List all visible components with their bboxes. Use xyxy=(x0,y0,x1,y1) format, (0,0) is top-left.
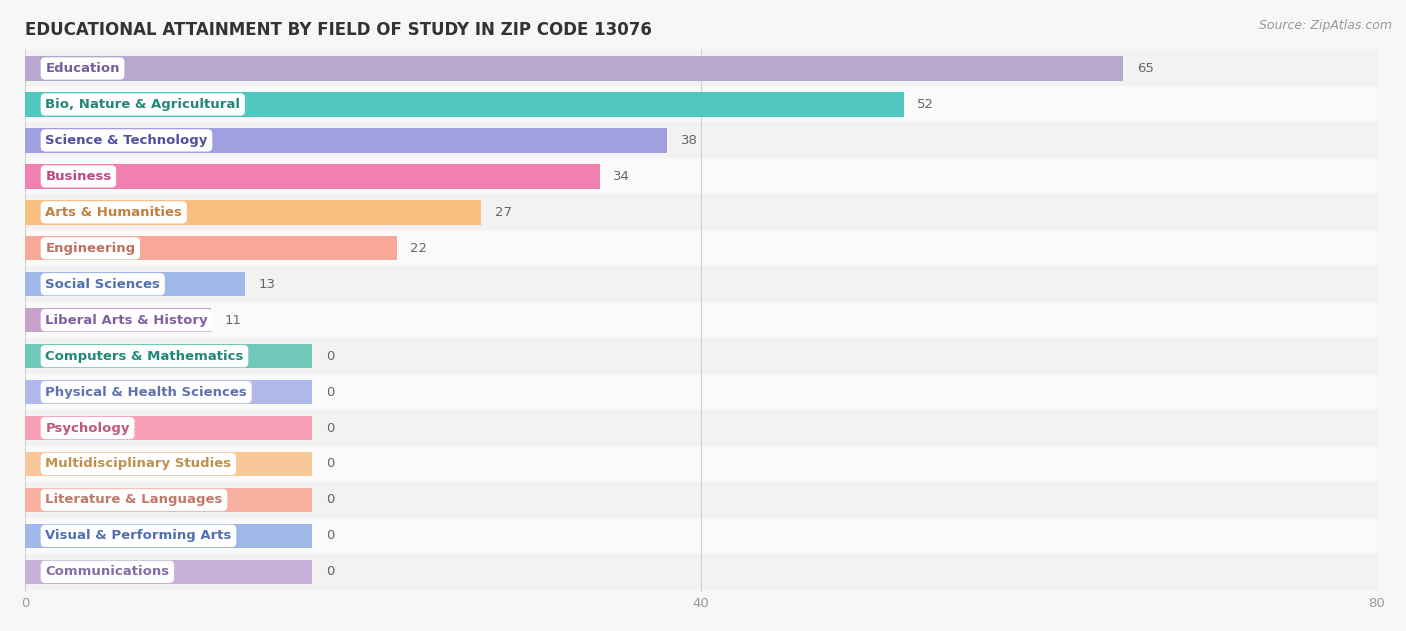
Bar xyxy=(25,524,312,548)
Bar xyxy=(25,344,312,369)
Bar xyxy=(25,50,1376,86)
Bar xyxy=(25,302,1376,338)
Text: 38: 38 xyxy=(681,134,697,147)
Bar xyxy=(25,554,1376,590)
Text: 0: 0 xyxy=(326,422,335,435)
Bar xyxy=(25,308,211,333)
Bar xyxy=(25,128,666,153)
Bar xyxy=(25,518,1376,554)
Bar xyxy=(25,86,1376,122)
Text: Engineering: Engineering xyxy=(45,242,135,255)
Text: Visual & Performing Arts: Visual & Performing Arts xyxy=(45,529,232,543)
Text: 11: 11 xyxy=(225,314,242,327)
Bar xyxy=(25,338,1376,374)
Bar xyxy=(25,266,1376,302)
Bar xyxy=(25,236,396,261)
Text: 34: 34 xyxy=(613,170,630,183)
Text: 0: 0 xyxy=(326,493,335,507)
Bar xyxy=(25,374,1376,410)
Text: 0: 0 xyxy=(326,457,335,471)
Text: Source: ZipAtlas.com: Source: ZipAtlas.com xyxy=(1258,19,1392,32)
Text: Social Sciences: Social Sciences xyxy=(45,278,160,291)
Bar xyxy=(25,488,312,512)
Text: 0: 0 xyxy=(326,565,335,579)
Text: 27: 27 xyxy=(495,206,512,219)
Text: Business: Business xyxy=(45,170,111,183)
Bar xyxy=(25,230,1376,266)
Bar xyxy=(25,122,1376,158)
Text: 65: 65 xyxy=(1137,62,1154,75)
Text: 22: 22 xyxy=(411,242,427,255)
Text: EDUCATIONAL ATTAINMENT BY FIELD OF STUDY IN ZIP CODE 13076: EDUCATIONAL ATTAINMENT BY FIELD OF STUDY… xyxy=(25,21,652,39)
Text: 0: 0 xyxy=(326,386,335,399)
Text: Multidisciplinary Studies: Multidisciplinary Studies xyxy=(45,457,232,471)
Text: Communications: Communications xyxy=(45,565,169,579)
Bar xyxy=(25,200,481,225)
Bar xyxy=(25,56,1123,81)
Bar xyxy=(25,482,1376,518)
Bar xyxy=(25,272,245,297)
Bar xyxy=(25,164,599,189)
Text: Education: Education xyxy=(45,62,120,75)
Bar xyxy=(25,446,1376,482)
Text: Psychology: Psychology xyxy=(45,422,129,435)
Text: Liberal Arts & History: Liberal Arts & History xyxy=(45,314,208,327)
Text: Literature & Languages: Literature & Languages xyxy=(45,493,222,507)
Text: Arts & Humanities: Arts & Humanities xyxy=(45,206,183,219)
Text: Science & Technology: Science & Technology xyxy=(45,134,208,147)
Text: 13: 13 xyxy=(259,278,276,291)
Text: 0: 0 xyxy=(326,529,335,543)
Text: Physical & Health Sciences: Physical & Health Sciences xyxy=(45,386,247,399)
Text: 52: 52 xyxy=(917,98,934,111)
Bar xyxy=(25,452,312,476)
Bar xyxy=(25,92,904,117)
Bar xyxy=(25,158,1376,194)
Bar xyxy=(25,560,312,584)
Bar xyxy=(25,416,312,440)
Bar xyxy=(25,410,1376,446)
Text: Bio, Nature & Agricultural: Bio, Nature & Agricultural xyxy=(45,98,240,111)
Text: Computers & Mathematics: Computers & Mathematics xyxy=(45,350,243,363)
Text: 0: 0 xyxy=(326,350,335,363)
Bar xyxy=(25,194,1376,230)
Bar xyxy=(25,380,312,404)
